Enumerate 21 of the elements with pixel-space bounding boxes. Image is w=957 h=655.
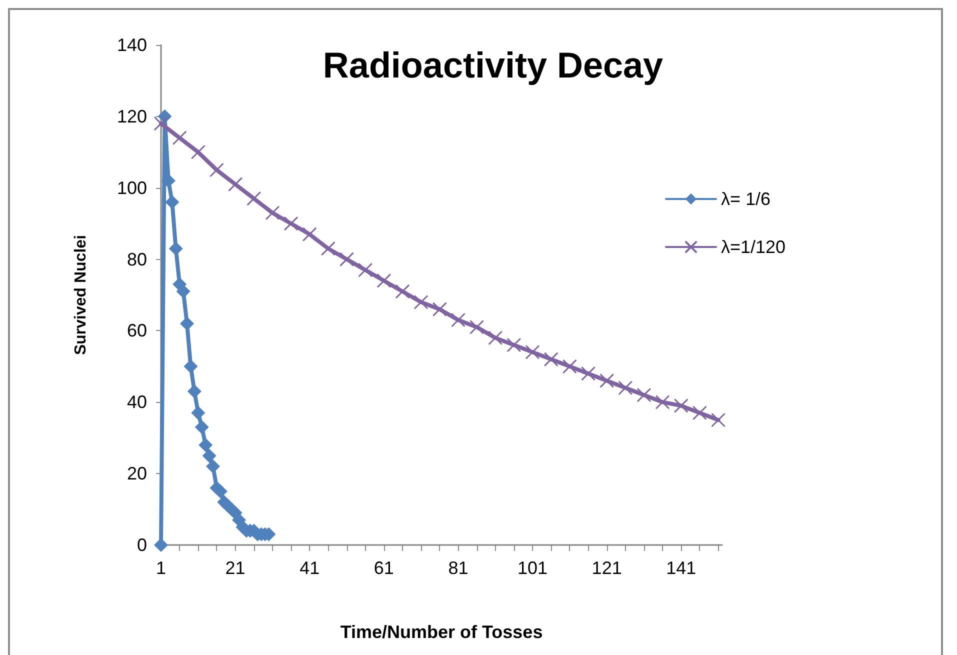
y-tick-label: 80	[126, 249, 147, 270]
x-tick-label: 121	[592, 558, 622, 578]
chart-title: Radioactivity Decay	[322, 44, 664, 86]
x-axis-title: Time/Number of Tosses	[340, 622, 543, 642]
x-tick-label: 141	[666, 558, 696, 578]
y-tick-label: 140	[116, 35, 147, 55]
y-tick-label: 20	[126, 464, 147, 484]
x-tick-label: 1	[156, 558, 166, 578]
y-tick-label: 0	[136, 535, 147, 555]
legend-label: λ= 1/6	[721, 189, 771, 209]
y-axis-title: Survived Nuclei	[72, 234, 90, 356]
y-tick-label: 120	[116, 106, 147, 126]
y-tick-label: 60	[126, 320, 147, 341]
y-tick-label: 100	[116, 178, 147, 198]
x-tick-label: 61	[374, 558, 394, 578]
x-tick-label: 81	[448, 558, 468, 578]
x-tick-label: 21	[225, 558, 246, 578]
x-tick-label: 41	[300, 558, 320, 578]
y-tick-label: 40	[126, 392, 147, 412]
x-tick-label: 101	[518, 558, 548, 578]
legend-label: λ=1/120	[721, 237, 786, 257]
